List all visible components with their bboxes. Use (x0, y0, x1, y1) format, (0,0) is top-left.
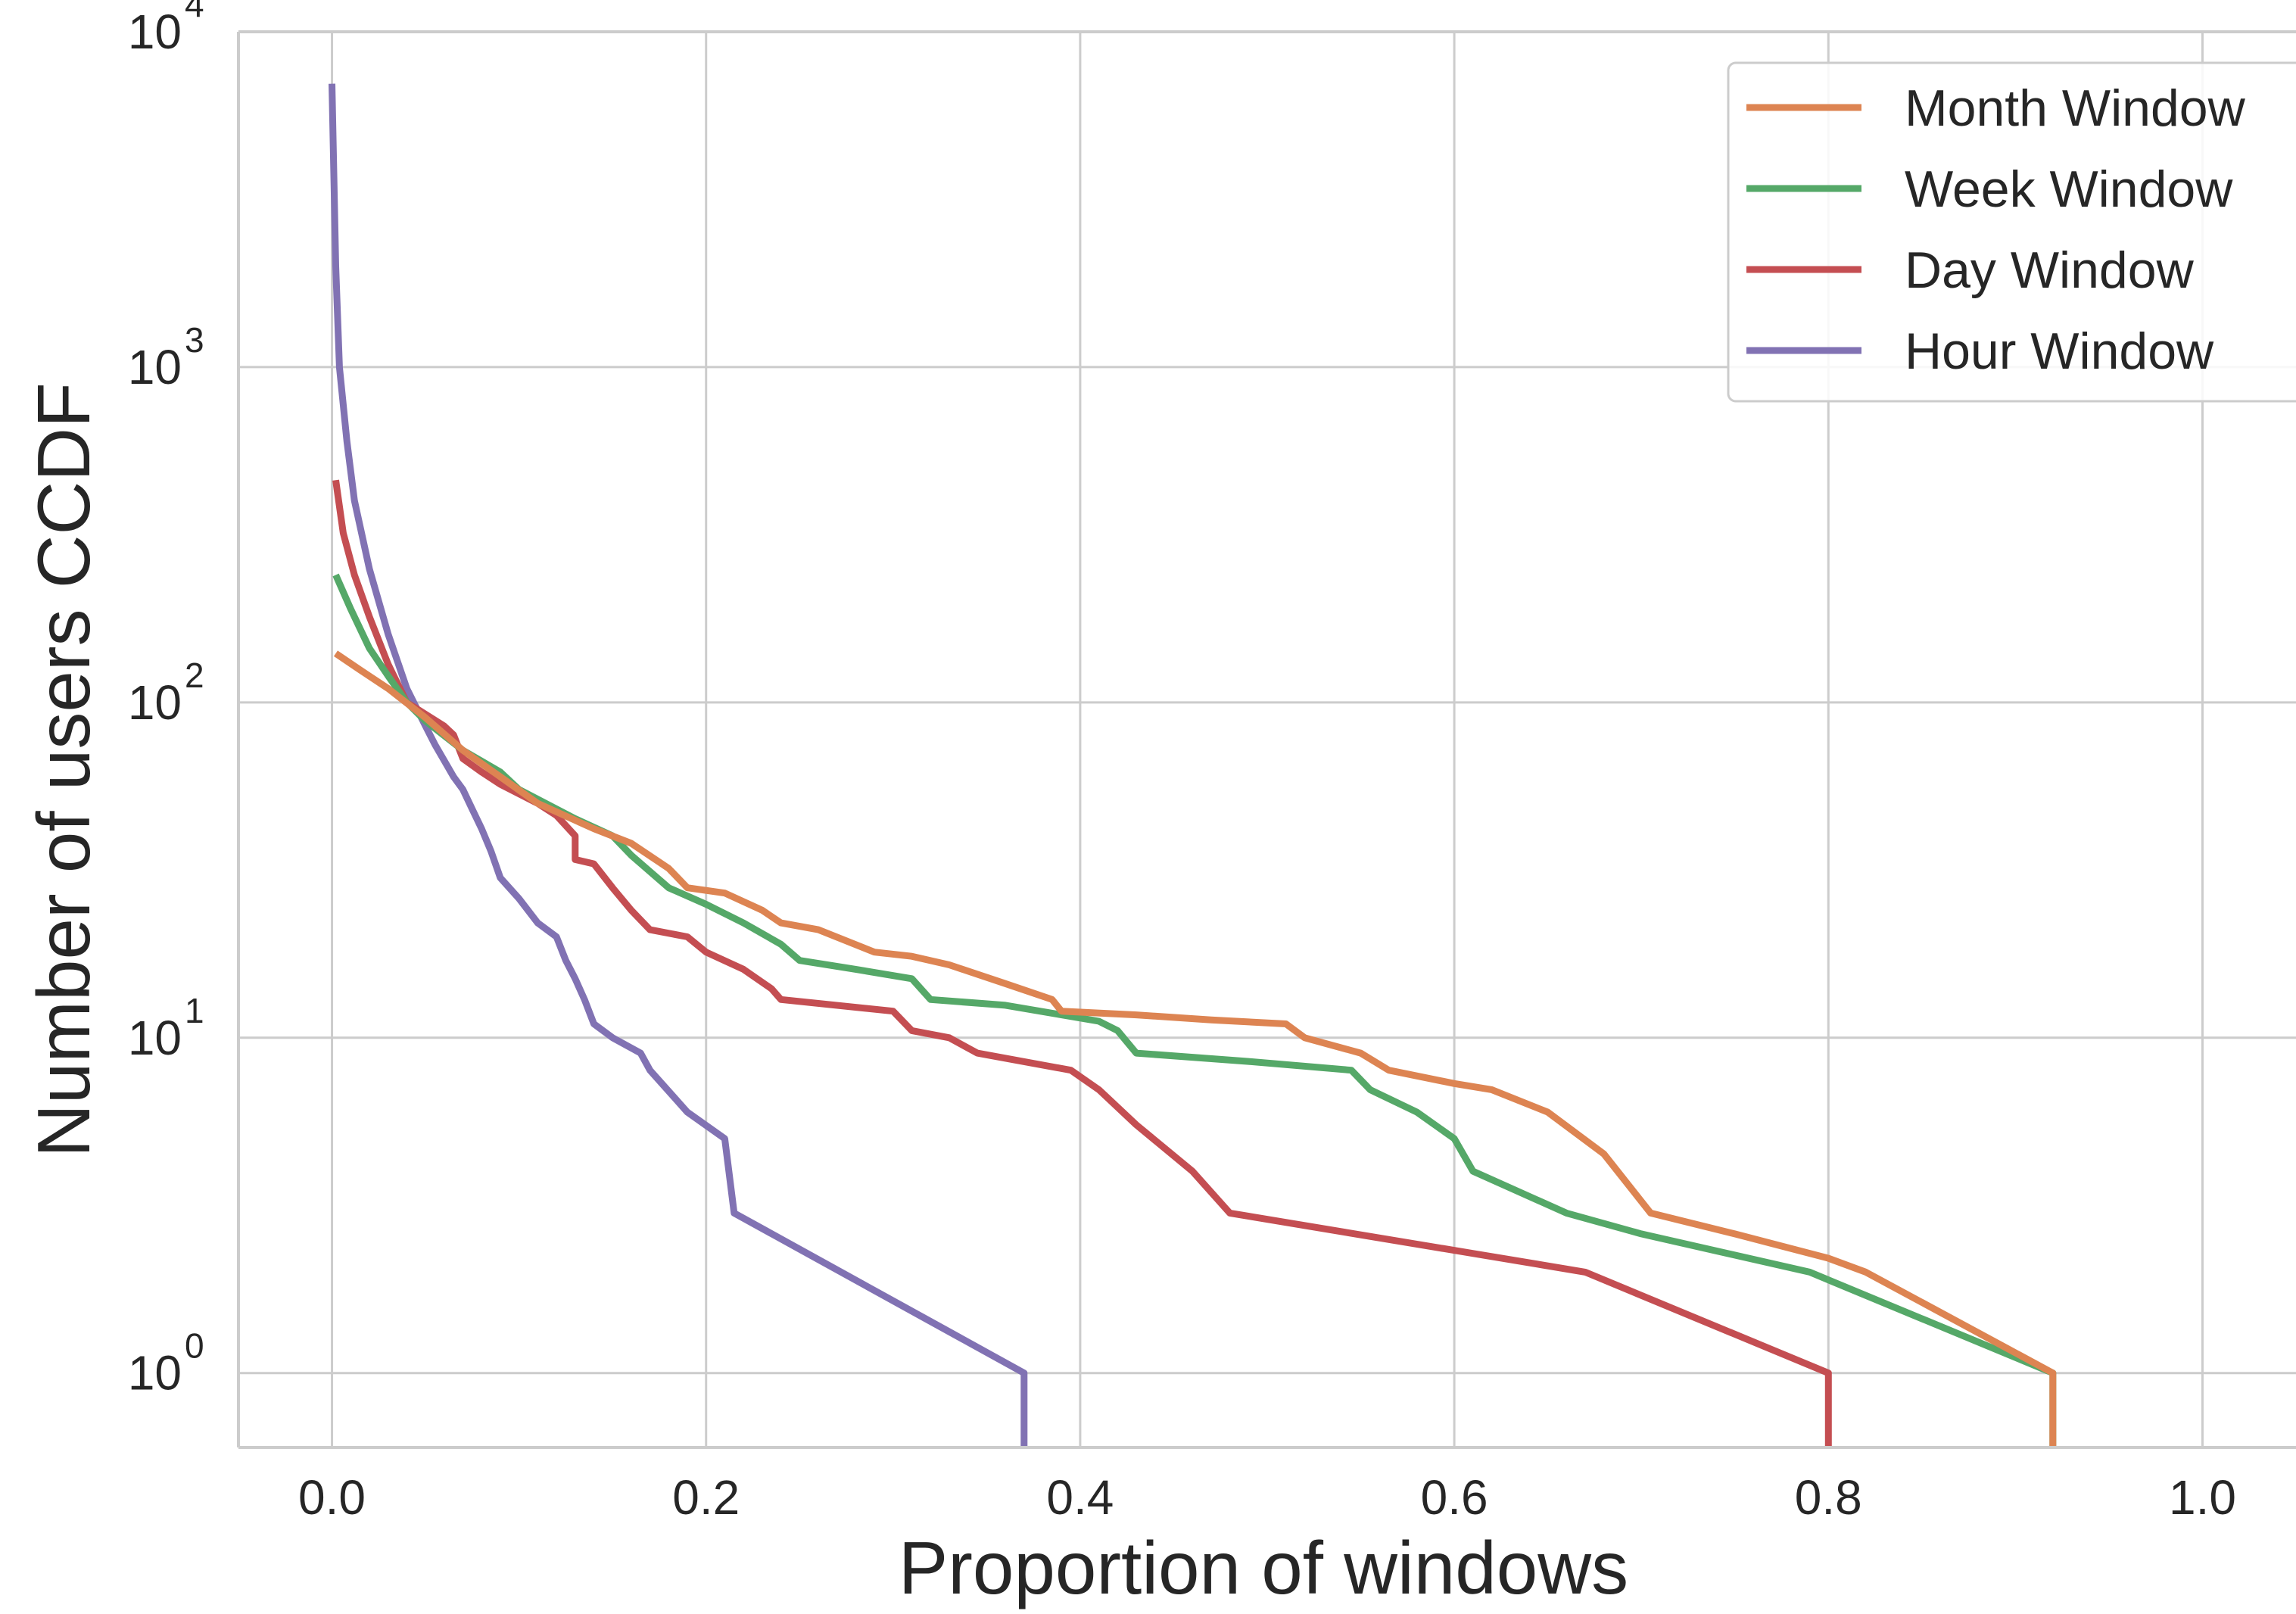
y-tick-base: 10 (128, 675, 182, 730)
legend-item: Week Window (1746, 160, 2233, 218)
y-tick-label: 10 1 (128, 991, 204, 1065)
y-tick-label: 10 2 (128, 656, 204, 730)
y-tick-label: 10 4 (128, 0, 204, 59)
y-tick-exponent: 4 (185, 0, 204, 24)
y-tick-exponent: 2 (185, 656, 204, 695)
legend-label: Week Window (1905, 160, 2233, 218)
x-tick-label: 0.4 (1046, 1470, 1114, 1525)
x-tick-label: 0.0 (298, 1470, 366, 1525)
legend-label: Month Window (1905, 79, 2246, 137)
x-axis-title: Proportion of windows (899, 1526, 1628, 1609)
y-tick-exponent: 0 (185, 1326, 204, 1366)
legend: Month Window Week Window Day Window Hour Wi… (1727, 61, 2296, 403)
x-tick-label: 0.8 (1795, 1470, 1862, 1525)
y-tick-base: 10 (128, 1011, 182, 1065)
series-lines (329, 83, 2057, 1447)
legend-label: Hour Window (1905, 322, 2214, 380)
legend-box (1727, 61, 2296, 403)
y-tick-label: 10 3 (128, 320, 204, 394)
y-axis-title: Number of users CCDF (22, 382, 105, 1158)
y-tick-exponent: 1 (185, 991, 204, 1030)
y-tick-base: 10 (128, 1346, 182, 1401)
legend-item: Month Window (1746, 79, 2246, 137)
y-tick-label: 10 0 (128, 1326, 204, 1401)
series-line-hour-window (329, 83, 1028, 1447)
y-tick-base: 10 (128, 5, 182, 59)
legend-item: Hour Window (1746, 322, 2214, 380)
x-tick-label: 1.0 (2169, 1470, 2236, 1525)
y-tick-base: 10 (128, 340, 182, 394)
y-tick-exponent: 3 (185, 320, 204, 360)
legend-item: Day Window (1746, 241, 2195, 299)
x-tick-label: 0.6 (1421, 1470, 1488, 1525)
legend-label: Day Window (1905, 241, 2195, 299)
series-line-month-window (333, 650, 2057, 1447)
series-line-day-window (332, 479, 1832, 1447)
series-line-week-window (332, 573, 2057, 1447)
axes-frame (237, 30, 2296, 1449)
x-tick-label: 0.2 (672, 1470, 740, 1525)
